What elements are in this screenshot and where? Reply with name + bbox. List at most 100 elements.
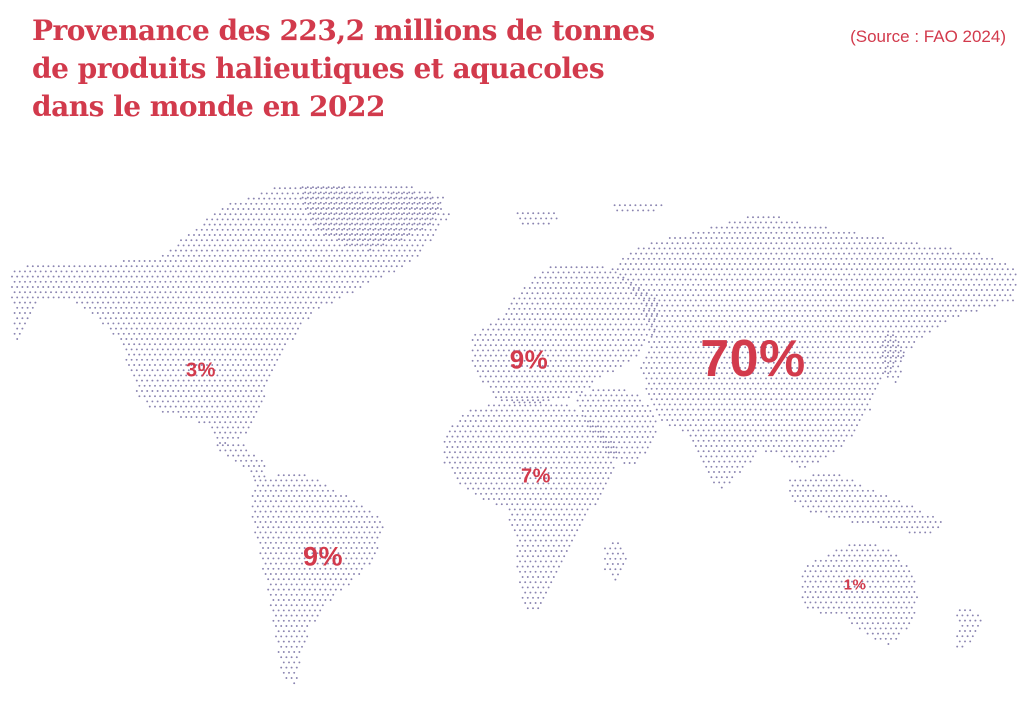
map-dot [206, 249, 208, 252]
map-dot [315, 208, 318, 210]
map-dot [539, 370, 542, 373]
map-dot [31, 265, 34, 268]
map-dot [474, 440, 477, 443]
map-dot [395, 227, 398, 230]
map-dot [306, 552, 309, 555]
map-dot [565, 266, 568, 269]
map-dot [573, 492, 576, 495]
map-dot [216, 332, 219, 335]
map-dot [130, 306, 133, 309]
map-dot [848, 242, 851, 245]
map-dot [242, 343, 245, 346]
map-dot [874, 252, 877, 255]
map-dot [524, 560, 527, 563]
map-dot [185, 353, 188, 356]
map-dot [947, 263, 949, 265]
map-dot [294, 197, 297, 200]
map-dot [37, 275, 39, 278]
map-dot [247, 353, 250, 356]
map-dot [635, 313, 638, 315]
map-dot [307, 317, 310, 320]
map-dot [330, 208, 333, 210]
map-dot [500, 354, 503, 357]
map-dot [169, 270, 172, 273]
map-dot [707, 231, 710, 234]
map-dot [148, 353, 151, 356]
map-dot [741, 226, 744, 229]
map-dot [203, 400, 206, 403]
map-dot [384, 196, 387, 199]
map-dot [918, 257, 921, 260]
map-dot [388, 218, 390, 221]
map-dot [633, 451, 636, 454]
map-dot [273, 260, 276, 262]
map-dot [537, 492, 540, 495]
map-dot [203, 286, 206, 288]
map-dot [76, 301, 78, 304]
map-dot [671, 263, 674, 265]
map-dot [367, 270, 370, 273]
map-dot [172, 306, 175, 309]
map-dot [146, 338, 149, 340]
map-dot [268, 197, 271, 200]
map-dot [401, 192, 403, 195]
map-dot [316, 510, 319, 513]
map-dot [843, 273, 845, 276]
map-dot [513, 349, 516, 352]
map-dot [502, 349, 505, 352]
map-dot [299, 301, 302, 304]
map-dot [289, 228, 292, 231]
map-dot [255, 358, 258, 361]
map-dot [333, 296, 336, 299]
map-dot [298, 484, 301, 487]
map-dot [232, 436, 234, 439]
map-dot [94, 275, 97, 278]
map-dot [363, 510, 366, 513]
map-dot [193, 369, 195, 372]
map-dot [353, 521, 355, 523]
map-dot [516, 461, 519, 464]
map-dot [513, 446, 516, 448]
map-dot [549, 339, 552, 341]
map-dot [239, 286, 242, 288]
map-dot [306, 635, 309, 638]
map-dot [606, 552, 609, 555]
map-dot [547, 365, 549, 367]
map-dot [247, 312, 250, 314]
map-dot [156, 348, 159, 351]
map-dot [633, 430, 636, 433]
map-dot [237, 436, 240, 439]
map-dot [267, 588, 270, 591]
map-dot [459, 420, 462, 422]
map-dot [484, 354, 487, 357]
map-dot [285, 645, 288, 648]
map-dot [578, 524, 581, 526]
map-dot [612, 456, 615, 459]
map-dot [413, 212, 416, 215]
map-dot [537, 503, 540, 506]
map-dot [297, 234, 299, 236]
map-dot [245, 244, 247, 247]
map-dot [224, 234, 227, 236]
map-dot [273, 343, 276, 346]
map-dot [440, 218, 442, 221]
map-dot [578, 472, 581, 474]
map-dot [286, 296, 289, 299]
map-dot [167, 275, 169, 278]
map-dot [599, 302, 601, 305]
map-dot [294, 280, 297, 283]
map-dot [879, 252, 882, 255]
map-dot [529, 446, 532, 448]
map-dot [596, 297, 599, 300]
map-dot [510, 333, 513, 336]
map-dot [156, 317, 159, 320]
map-dot [374, 217, 377, 220]
map-dot [539, 435, 542, 438]
map-dot [167, 317, 169, 320]
map-dot [226, 332, 229, 335]
map-dot [604, 323, 607, 326]
map-dot [597, 420, 600, 423]
map-dot [290, 645, 293, 648]
map-dot [55, 291, 58, 294]
map-dot [298, 599, 301, 601]
